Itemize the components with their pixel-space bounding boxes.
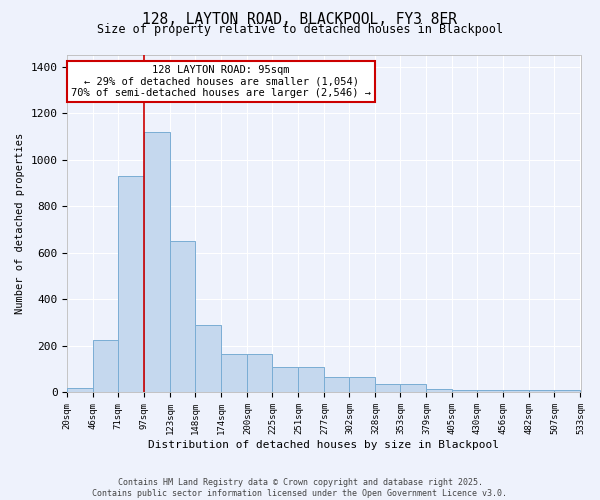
Bar (427, 389, 452, 392)
Bar (325, 378, 349, 392)
Bar (452, 390, 478, 392)
Bar (349, 378, 376, 392)
X-axis label: Distribution of detached houses by size in Blackpool: Distribution of detached houses by size … (148, 440, 499, 450)
Text: Size of property relative to detached houses in Blackpool: Size of property relative to detached ho… (97, 22, 503, 36)
Bar (67, 388, 93, 392)
Bar (298, 367, 325, 392)
Bar (478, 390, 503, 392)
Bar (118, 176, 145, 392)
Text: 128 LAYTON ROAD: 95sqm
← 29% of detached houses are smaller (1,054)
70% of semi-: 128 LAYTON ROAD: 95sqm ← 29% of detached… (71, 65, 371, 98)
Bar (503, 390, 529, 392)
Bar (145, 132, 170, 392)
Y-axis label: Number of detached properties: Number of detached properties (15, 133, 25, 314)
Bar (529, 390, 554, 392)
Bar (170, 241, 196, 392)
Bar (272, 367, 298, 392)
Bar (376, 384, 400, 392)
Bar (554, 390, 580, 392)
Bar (247, 354, 272, 393)
Text: Contains HM Land Registry data © Crown copyright and database right 2025.
Contai: Contains HM Land Registry data © Crown c… (92, 478, 508, 498)
Bar (196, 325, 221, 392)
Text: 128, LAYTON ROAD, BLACKPOOL, FY3 8ER: 128, LAYTON ROAD, BLACKPOOL, FY3 8ER (143, 12, 458, 28)
Bar (93, 340, 118, 392)
Bar (400, 384, 427, 392)
Bar (221, 354, 247, 393)
